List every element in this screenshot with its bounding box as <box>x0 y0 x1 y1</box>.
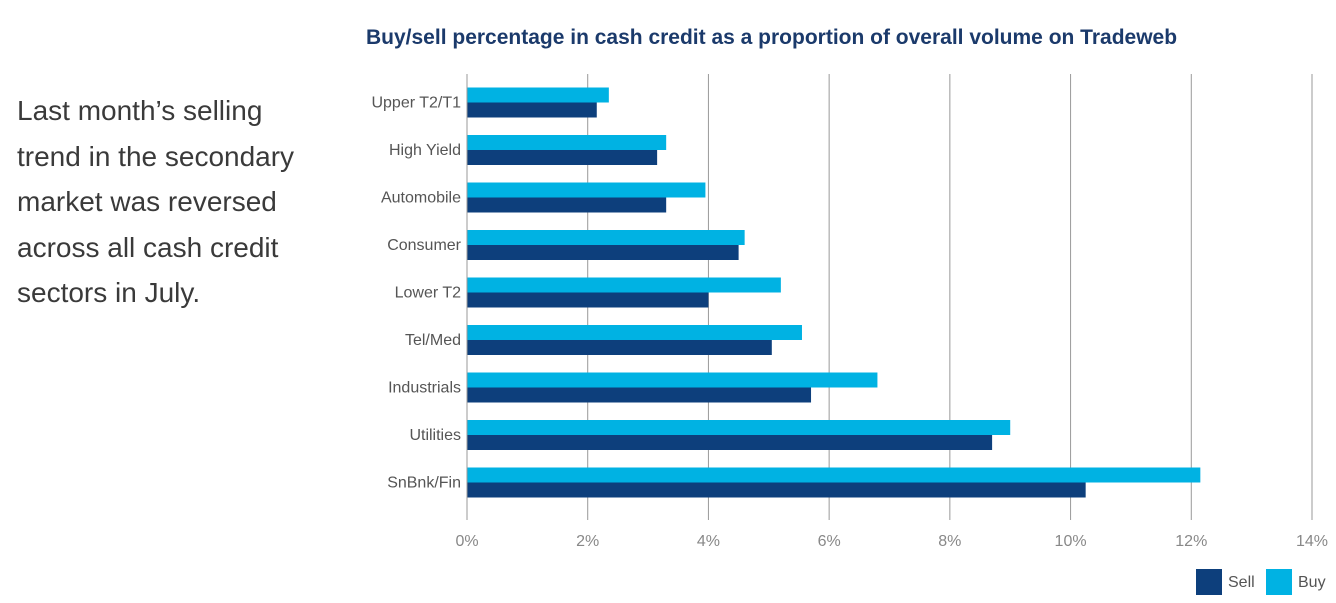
x-tick-label: 2% <box>576 533 599 550</box>
commentary-line: market was reversed <box>17 186 277 217</box>
buy-bar <box>467 467 1201 483</box>
category-label: Industrials <box>388 380 461 397</box>
legend-label-sell: Sell <box>1228 574 1255 591</box>
category-label: Consumer <box>387 237 461 254</box>
category-label: Utilities <box>409 427 461 444</box>
commentary-text: Last month’s selling trend in the second… <box>17 88 337 316</box>
commentary-line: trend in the secondary <box>17 140 295 172</box>
buy-bar <box>467 420 1011 435</box>
category-label: Lower T2 <box>395 285 462 302</box>
buy-bar <box>467 325 802 340</box>
category-label: SnBnk/Fin <box>387 475 461 492</box>
x-tick-label: 8% <box>938 533 961 550</box>
buy-bar <box>467 230 745 245</box>
buy-bar <box>467 182 706 198</box>
category-label: Tel/Med <box>405 332 461 349</box>
sell-bar <box>467 292 709 308</box>
commentary-line: across all cash credit <box>17 231 279 263</box>
legend-swatch-buy <box>1266 569 1292 595</box>
commentary-line: sectors in July. <box>17 277 201 308</box>
buy-bar <box>467 372 878 388</box>
x-tick-label: 14% <box>1296 533 1328 550</box>
buy-bar <box>467 277 781 293</box>
sell-bar <box>467 197 667 213</box>
commentary-line: Last month’s selling <box>17 95 263 126</box>
sell-bar <box>467 340 772 355</box>
sell-bar <box>467 435 993 450</box>
sell-bar <box>467 387 812 403</box>
category-label: High Yield <box>389 142 461 159</box>
category-label: Automobile <box>381 190 461 207</box>
legend-swatch-sell <box>1196 569 1222 595</box>
sell-bar <box>467 482 1086 498</box>
sell-bar <box>467 150 658 165</box>
legend-label-buy: Buy <box>1298 574 1326 591</box>
sell-bar <box>467 102 597 118</box>
chart-title: Buy/sell percentage in cash credit as a … <box>366 26 1178 49</box>
x-tick-label: 4% <box>697 533 720 550</box>
x-tick-label: 0% <box>455 533 478 550</box>
category-label: Upper T2/T1 <box>371 95 461 112</box>
x-tick-label: 6% <box>818 533 841 550</box>
buy-bar <box>467 135 667 150</box>
x-tick-label: 12% <box>1175 533 1207 550</box>
buy-bar <box>467 87 609 103</box>
x-tick-label: 10% <box>1055 533 1087 550</box>
sell-bar <box>467 245 739 260</box>
